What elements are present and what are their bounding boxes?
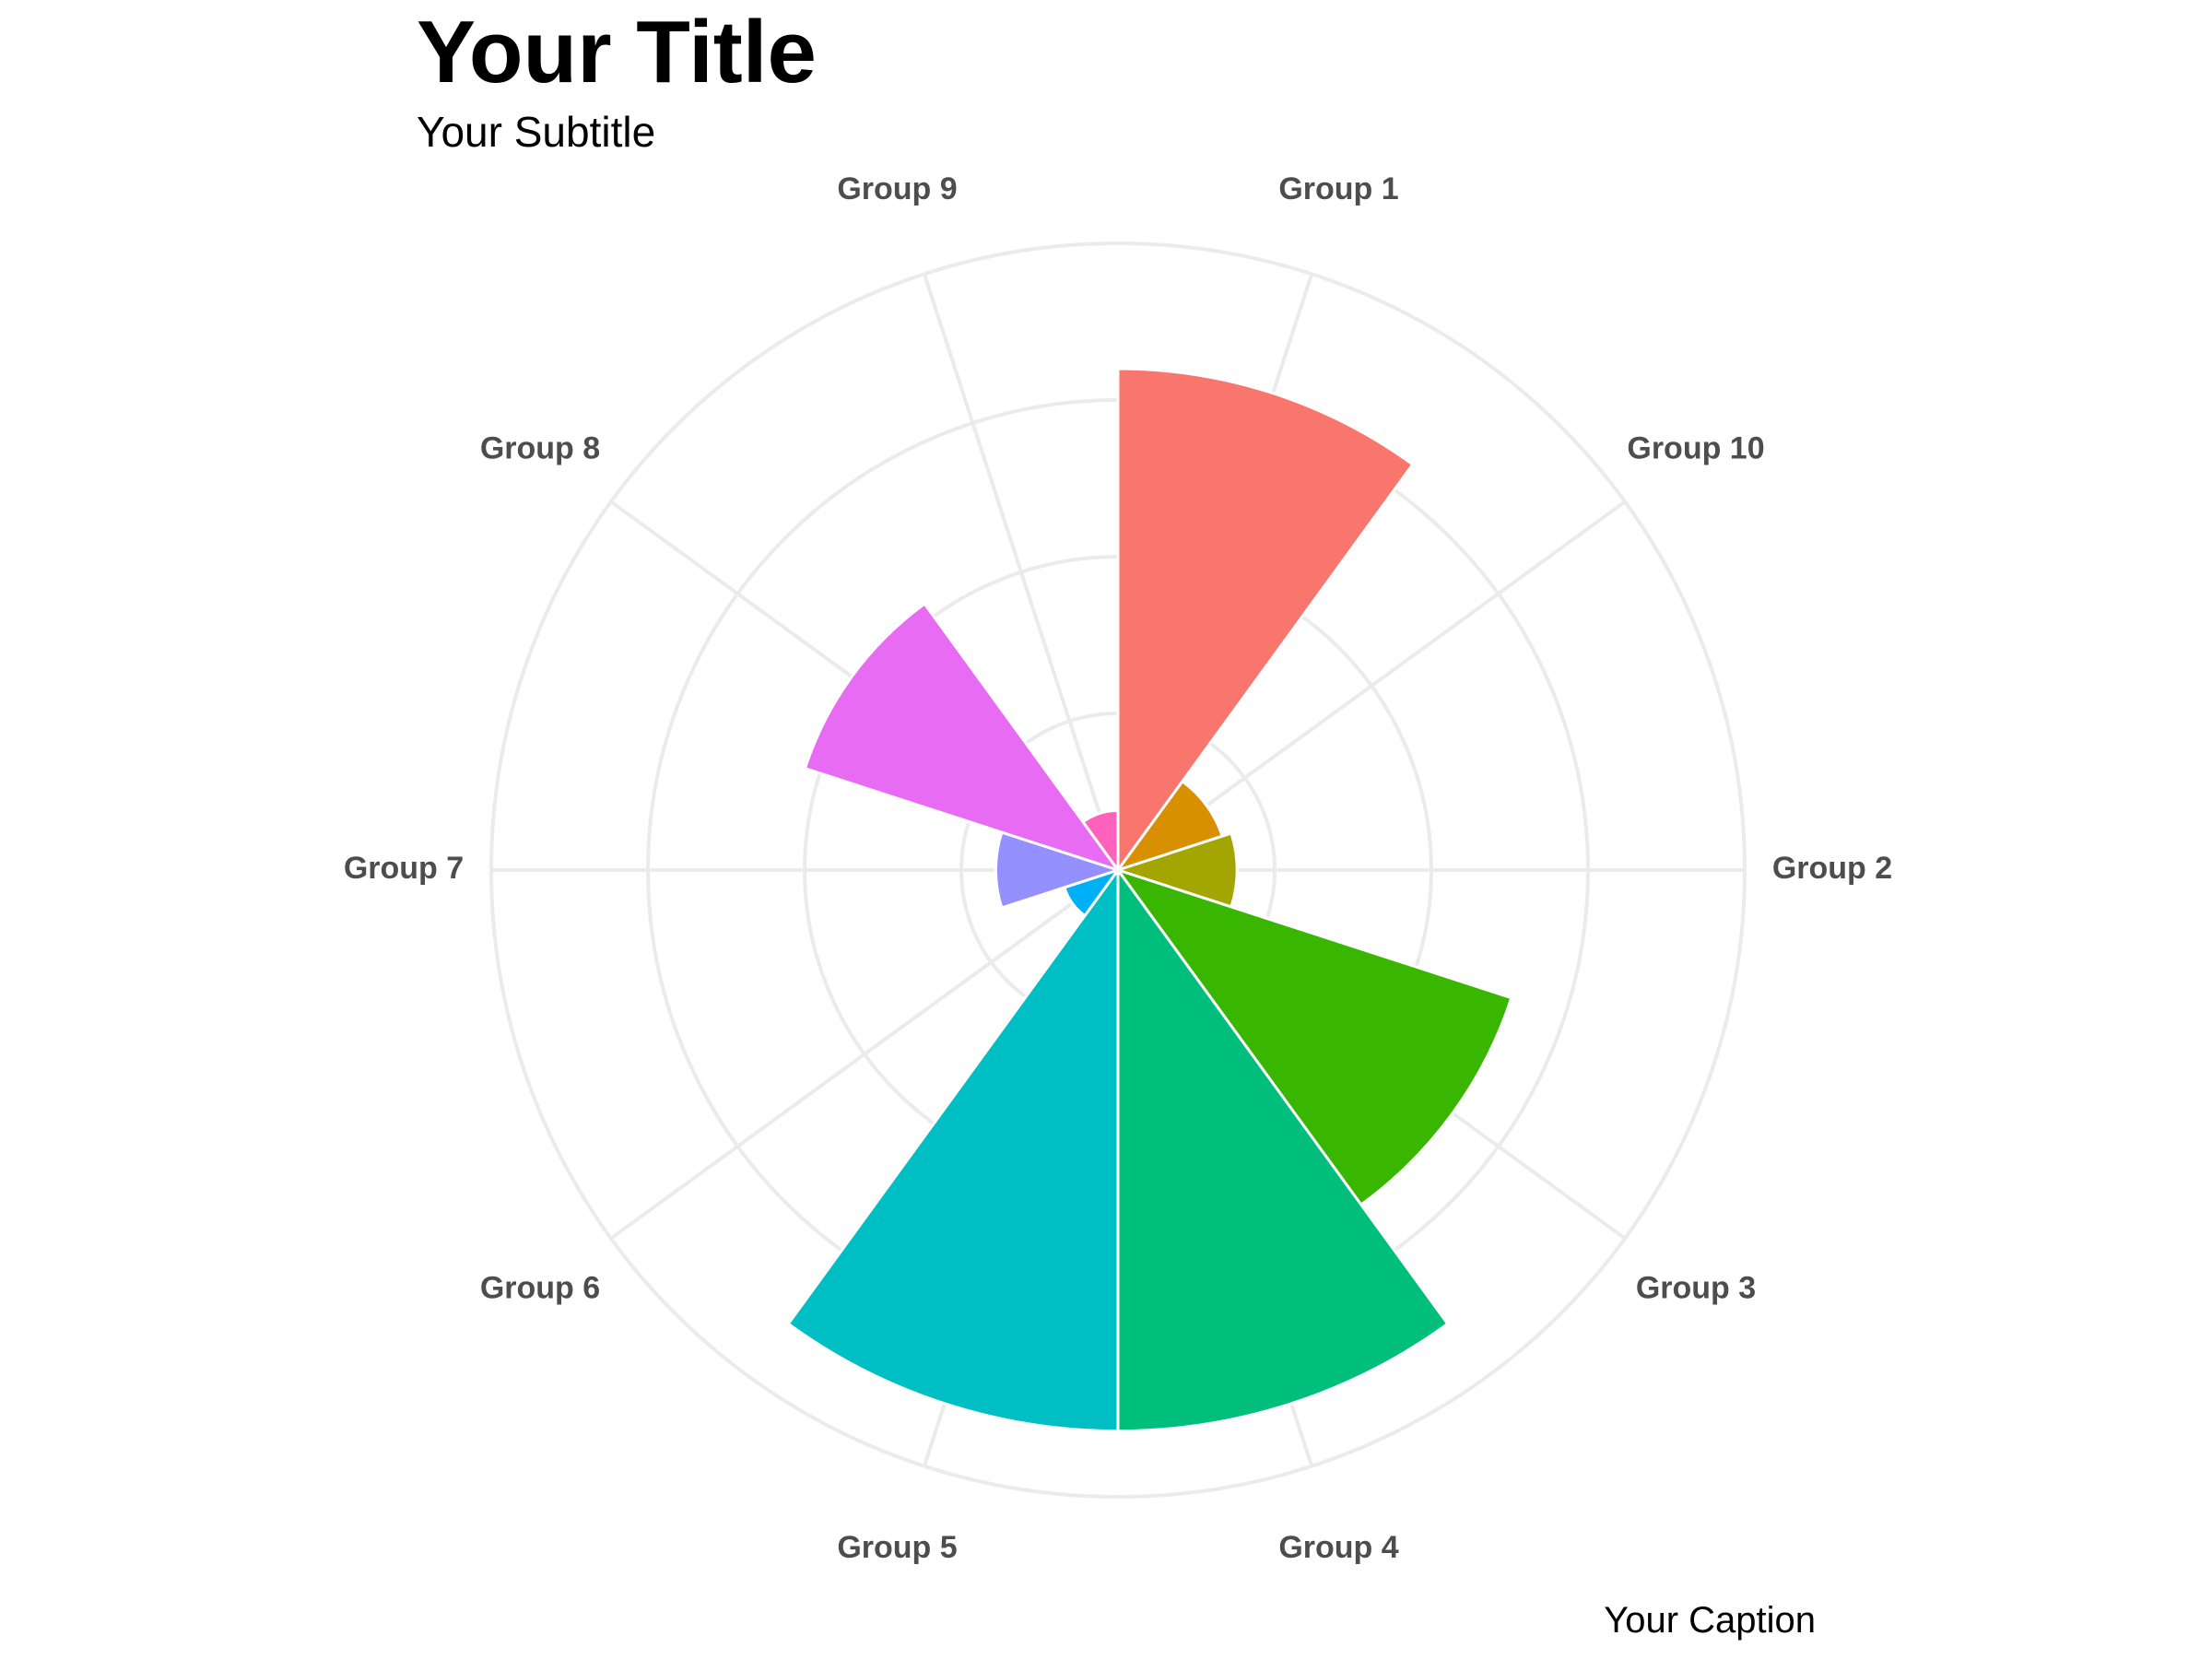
category-label-group-7: Group 7 bbox=[344, 851, 464, 886]
chart-bars bbox=[786, 367, 1513, 1433]
category-label-group-5: Group 5 bbox=[837, 1530, 957, 1565]
bar-group-1 bbox=[1116, 367, 1415, 872]
category-label-group-8: Group 8 bbox=[480, 430, 600, 465]
bar-group-9 bbox=[1081, 808, 1120, 872]
bar-group-4 bbox=[1116, 868, 1450, 1433]
bar-group-2 bbox=[1116, 831, 1239, 909]
category-labels: Group 1 Group 10 Group 2 Group 3 Group 4 Grou… bbox=[344, 171, 1892, 1565]
category-label-group-3: Group 3 bbox=[1636, 1270, 1756, 1305]
chart-caption: Your Caption bbox=[1604, 1600, 1816, 1641]
category-label-group-2: Group 2 bbox=[1772, 851, 1892, 886]
category-label-group-1: Group 1 bbox=[1278, 171, 1398, 206]
bar-group-7 bbox=[994, 830, 1120, 910]
spoke-gridline-10 bbox=[922, 273, 1120, 871]
category-label-group-10: Group 10 bbox=[1627, 430, 1764, 465]
chart-subtitle: Your Subtitle bbox=[417, 108, 656, 156]
category-label-group-9: Group 9 bbox=[837, 171, 957, 206]
bar-group-5 bbox=[786, 868, 1120, 1433]
bar-group-3 bbox=[1116, 868, 1513, 1206]
category-label-group-4: Group 4 bbox=[1278, 1530, 1398, 1565]
spoke-gridline-7 bbox=[609, 868, 1120, 1241]
chart-title: Your Title bbox=[417, 3, 817, 101]
category-label-group-6: Group 6 bbox=[480, 1270, 600, 1305]
bar-group-8 bbox=[803, 602, 1120, 872]
